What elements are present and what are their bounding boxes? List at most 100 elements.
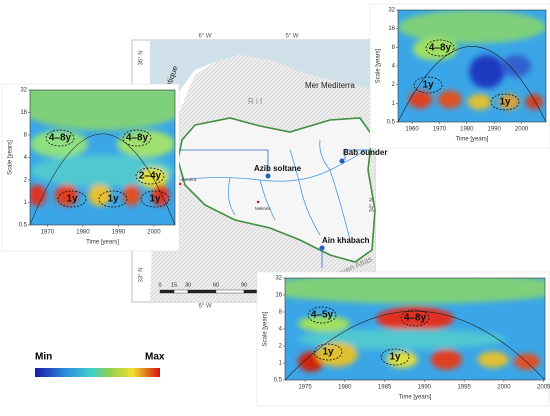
y-tick-label: 2 bbox=[392, 82, 396, 88]
scale-tick-label: 30 bbox=[185, 282, 191, 288]
scale-segment bbox=[173, 289, 189, 294]
x-tick-label: 1985 bbox=[378, 385, 392, 391]
power-blob bbox=[467, 94, 492, 110]
power-blob bbox=[30, 154, 175, 188]
station-marker bbox=[265, 173, 271, 179]
x-tick-label: 2000 bbox=[497, 385, 511, 391]
y-tick-label: 1 bbox=[279, 361, 283, 367]
x-tick-label: 1990 bbox=[112, 230, 126, 236]
period-annotation: 1y bbox=[422, 80, 434, 91]
power-blob bbox=[525, 94, 544, 110]
y-tick-label: 4 bbox=[24, 155, 28, 161]
y-axis-label: Scale [years] bbox=[263, 311, 269, 346]
x-tick-label: 2000 bbox=[147, 230, 161, 236]
period-annotation: 2–4y bbox=[139, 171, 162, 182]
city-label: Kenitra bbox=[182, 177, 197, 182]
significance-contour bbox=[380, 348, 410, 366]
significance-contour bbox=[425, 39, 455, 57]
map: 6° W 5° W 6° W 36° N 34° N 33° N Mer Med… bbox=[131, 34, 387, 310]
significance-contour bbox=[57, 190, 87, 208]
y-tick-label: 32 bbox=[20, 88, 27, 94]
scale-segment bbox=[159, 289, 175, 294]
cone-of-influence bbox=[30, 133, 175, 225]
power-blob bbox=[122, 184, 141, 207]
colorbar-max: Max bbox=[145, 352, 165, 363]
power-blob bbox=[316, 342, 358, 367]
power-blob bbox=[88, 184, 112, 207]
spectrum bbox=[30, 90, 175, 225]
station-label: Bab ounder bbox=[343, 148, 387, 157]
scale-tick-label: 60 bbox=[213, 282, 219, 288]
lat-label: 34° N bbox=[370, 197, 376, 212]
power-blob bbox=[408, 90, 433, 109]
x-tick-label: 1990 bbox=[488, 127, 502, 133]
colorbar-ramp bbox=[35, 368, 160, 377]
scale-tick-label: 0 bbox=[158, 282, 161, 288]
lon-label: 6° W bbox=[198, 304, 211, 310]
significance-contour bbox=[400, 309, 430, 327]
city-label: Meknès bbox=[255, 206, 272, 211]
power-blob bbox=[498, 94, 520, 110]
period-annotation: 1y bbox=[66, 194, 78, 205]
power-blob bbox=[298, 329, 506, 350]
rivers bbox=[179, 139, 366, 241]
y-tick-label: 0.5 bbox=[387, 120, 396, 126]
significance-contour bbox=[307, 306, 337, 324]
significance-contour bbox=[135, 167, 165, 185]
colorbar: Min Max bbox=[35, 352, 165, 377]
lon-label: 5° W bbox=[285, 34, 298, 40]
station-marker bbox=[339, 158, 345, 164]
x-tick-label: 1980 bbox=[76, 230, 90, 236]
x-tick-label: 1990 bbox=[418, 385, 432, 391]
scale-segment bbox=[215, 289, 245, 294]
scale-segment bbox=[187, 289, 217, 294]
sea-label: Mer Mediterra bbox=[305, 81, 355, 90]
significance-contour bbox=[413, 76, 443, 94]
basin-outline bbox=[177, 117, 376, 263]
cone-of-influence bbox=[398, 46, 546, 122]
spectrum-blobs bbox=[398, 10, 546, 110]
power-blob bbox=[513, 353, 540, 370]
lon-label: 6° W bbox=[198, 34, 211, 40]
city-marker bbox=[178, 182, 182, 186]
station-label: Azib soltane bbox=[254, 164, 302, 173]
region-label: R i f bbox=[248, 97, 263, 106]
x-tick-label: 1970 bbox=[41, 230, 55, 236]
wavelet-panel: 0.5 1 2 4 8 16 32 1960 1970 1980 1990 2000 Time [yea… bbox=[369, 3, 550, 149]
y-tick-label: 4 bbox=[392, 64, 396, 70]
power-blob bbox=[398, 10, 546, 44]
lat-label: 36° N bbox=[139, 50, 145, 65]
y-tick-label: 8 bbox=[392, 45, 396, 51]
spectrum bbox=[398, 10, 546, 122]
x-axis-label: Time [years] bbox=[399, 395, 432, 401]
y-tick-label: 2 bbox=[279, 344, 283, 350]
connector-lines bbox=[178, 149, 370, 268]
wavelet-panels: 0.5 1 2 4 8 16 32 1970 1980 1990 2000 Time [years] S… bbox=[1, 3, 550, 407]
significance-contour bbox=[122, 129, 152, 147]
y-tick-label: 4 bbox=[279, 327, 283, 333]
power-blob bbox=[30, 184, 46, 207]
x-tick-label: 1995 bbox=[457, 385, 471, 391]
significance-contour bbox=[313, 343, 343, 361]
power-blob bbox=[138, 166, 168, 189]
power-blob bbox=[30, 90, 175, 131]
x-tick-label: 1980 bbox=[338, 385, 352, 391]
power-blob bbox=[477, 351, 509, 368]
scale-tick-label: 15 bbox=[171, 282, 177, 288]
period-annotation: 1y bbox=[389, 352, 401, 363]
period-annotation: 1y bbox=[499, 97, 511, 108]
lat-label: 33° N bbox=[139, 267, 145, 282]
colorbar-min: Min bbox=[35, 352, 52, 363]
sea bbox=[150, 40, 375, 145]
period-annotation: 4–5y bbox=[311, 310, 334, 321]
x-tick-label: 1980 bbox=[460, 127, 474, 133]
x-tick-label: 2000 bbox=[515, 127, 529, 133]
power-blob bbox=[386, 351, 418, 368]
y-axis-label: Scale [years] bbox=[8, 140, 14, 175]
y-tick-label: 0.5 bbox=[274, 378, 283, 384]
station-label: Ain khabach bbox=[322, 236, 370, 245]
significance-contour bbox=[45, 129, 75, 147]
spectrum bbox=[285, 278, 545, 380]
scale-tick-label: 90 bbox=[241, 282, 247, 288]
wavelet-panel: 0.5 1 2 4 8 16 32 1975 1980 1985 1990 1995 2000 2005 T… bbox=[256, 271, 550, 407]
